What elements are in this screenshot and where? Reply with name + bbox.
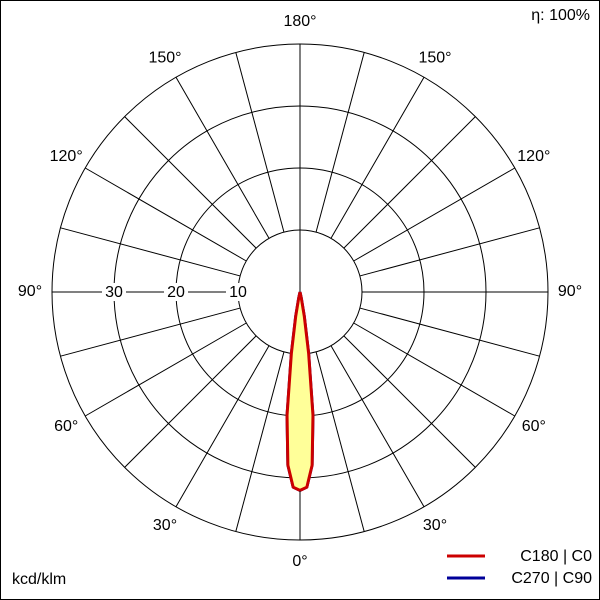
angle-label: 150° — [148, 49, 181, 66]
spoke — [353, 167, 516, 262]
outer-ring — [51, 43, 549, 541]
spoke — [124, 116, 257, 249]
r-tick-bg — [102, 283, 126, 301]
spoke — [343, 116, 476, 249]
spoke — [235, 351, 285, 532]
spoke — [175, 345, 270, 508]
spoke — [124, 335, 257, 468]
spoke — [359, 227, 540, 277]
spoke — [359, 307, 540, 357]
spoke — [330, 345, 425, 508]
spoke — [235, 52, 285, 233]
angle-label: 180° — [283, 13, 316, 30]
r-tick-bg — [226, 283, 250, 301]
angle-label: 120° — [517, 148, 550, 165]
spoke — [343, 335, 476, 468]
spoke — [84, 322, 247, 417]
legend-label: C270 | C90 — [511, 570, 592, 587]
angle-label: 150° — [418, 49, 451, 66]
spoke — [175, 76, 270, 239]
spoke — [60, 307, 241, 357]
r-tick-label: 10 — [229, 284, 247, 301]
spoke — [330, 76, 425, 239]
angle-label: 60° — [54, 418, 78, 435]
unit-label: kcd/klm — [12, 571, 66, 588]
angle-label: 90° — [558, 283, 582, 300]
spoke — [84, 167, 247, 262]
spoke — [353, 322, 516, 417]
angle-label: 30° — [153, 517, 177, 534]
spoke — [315, 351, 365, 532]
spoke — [315, 52, 365, 233]
efficiency: η: 100% — [531, 7, 590, 24]
beam-curve — [298, 291, 315, 492]
r-tick-bg — [164, 283, 188, 301]
r-tick-label: 20 — [167, 284, 185, 301]
r-tick-label: 30 — [105, 284, 123, 301]
legend-label: C180 | C0 — [520, 548, 592, 565]
angle-label: 0° — [292, 553, 307, 570]
angle-label: 30° — [423, 517, 447, 534]
angle-label: 60° — [522, 418, 546, 435]
angle-label: 90° — [18, 283, 42, 300]
spoke — [60, 227, 241, 277]
beam-curve — [285, 291, 302, 492]
angle-label: 120° — [50, 148, 83, 165]
